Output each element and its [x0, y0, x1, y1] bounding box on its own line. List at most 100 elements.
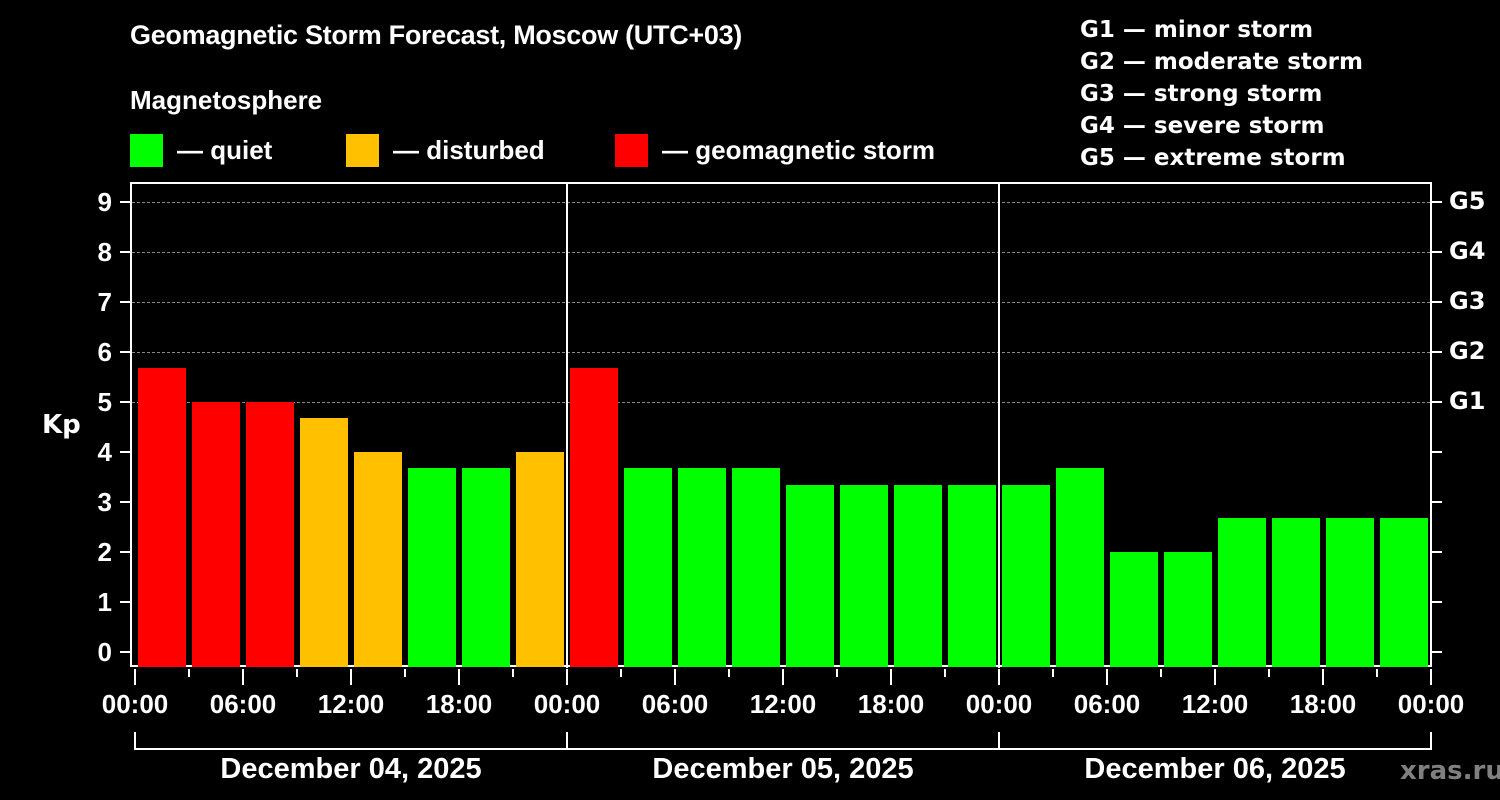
y-tick-label: 1	[97, 587, 112, 617]
x-tick-label: 00:00	[533, 689, 601, 719]
y-tick-right	[1432, 601, 1442, 603]
kp-bar	[1056, 468, 1104, 667]
x-tick	[1052, 669, 1054, 677]
quiet-swatch-icon	[130, 133, 163, 167]
x-tick	[1160, 669, 1162, 677]
kp-bar	[786, 485, 834, 667]
kp-bar	[1326, 518, 1374, 667]
date-bracket	[134, 732, 568, 750]
y-tick	[120, 251, 130, 253]
legend-quiet: — quiet	[130, 133, 272, 167]
x-tick	[1376, 669, 1378, 677]
kp-bar	[246, 402, 294, 667]
kp-bar	[894, 485, 942, 667]
y-tick	[120, 401, 130, 403]
y-tick	[120, 451, 130, 453]
x-tick	[188, 669, 190, 677]
g-scale-label: G4	[1449, 237, 1486, 265]
x-tick-label: 18:00	[857, 689, 925, 719]
gridline	[132, 252, 1430, 253]
x-tick	[1430, 669, 1432, 685]
x-tick	[134, 669, 136, 685]
x-tick	[620, 669, 622, 677]
x-tick	[1268, 669, 1270, 677]
kp-bar	[840, 485, 888, 667]
legend-quiet-label: — quiet	[177, 134, 273, 165]
x-tick	[350, 669, 352, 685]
y-tick-label: 5	[97, 387, 112, 417]
x-tick	[566, 669, 568, 685]
kp-bar	[1380, 518, 1428, 667]
x-tick-label: 18:00	[1289, 689, 1357, 719]
g-scale-label: G2	[1449, 337, 1486, 365]
x-tick	[890, 669, 892, 685]
kp-bar	[570, 368, 618, 667]
y-axis-label: Kp	[42, 410, 81, 440]
plot-area	[130, 182, 1432, 667]
day-divider	[998, 182, 1000, 668]
x-tick-label: 06:00	[1073, 689, 1141, 719]
x-tick-label: 00:00	[965, 689, 1033, 719]
y-tick	[120, 501, 130, 503]
g-scale-label: G1	[1449, 387, 1486, 415]
y-tick	[120, 351, 130, 353]
g-scale-label: G3	[1449, 287, 1486, 315]
disturbed-swatch-icon	[346, 133, 379, 167]
x-tick	[782, 669, 784, 685]
y-tick-right	[1432, 651, 1442, 653]
x-tick	[836, 669, 838, 677]
legend-storm-label: — geomagnetic storm	[662, 134, 936, 165]
kp-bar	[948, 485, 996, 667]
y-tick-right	[1432, 251, 1442, 253]
y-tick-right	[1432, 501, 1442, 503]
x-tick	[512, 669, 514, 677]
x-tick	[242, 669, 244, 685]
y-tick-label: 7	[97, 287, 112, 317]
x-tick-label: 12:00	[749, 689, 817, 719]
x-tick	[296, 669, 298, 677]
gridline	[132, 352, 1430, 353]
y-tick-label: 3	[97, 487, 112, 517]
y-tick-label: 0	[97, 637, 112, 667]
legend-storm: — geomagnetic storm	[615, 133, 935, 167]
legend-disturbed: — disturbed	[346, 133, 545, 167]
x-tick	[404, 669, 406, 677]
x-tick	[1106, 669, 1108, 685]
legend-disturbed-label: — disturbed	[393, 134, 545, 165]
date-label: December 06, 2025	[1084, 753, 1346, 785]
chart-title: Geomagnetic Storm Forecast, Moscow (UTC+…	[130, 20, 742, 50]
x-tick	[728, 669, 730, 677]
x-tick-label: 12:00	[1181, 689, 1249, 719]
y-tick	[120, 551, 130, 553]
y-tick-label: 4	[97, 437, 112, 467]
x-tick	[1322, 669, 1324, 685]
g1-legend: G1 — minor storm	[1080, 17, 1314, 43]
y-tick-label: 9	[97, 187, 112, 217]
storm-swatch-icon	[615, 133, 648, 167]
gridline	[132, 302, 1430, 303]
y-tick-right	[1432, 351, 1442, 353]
kp-bar	[732, 468, 780, 667]
kp-bar	[1110, 552, 1158, 667]
kp-bar	[678, 468, 726, 667]
day-divider	[566, 182, 568, 668]
gridline	[132, 402, 1430, 403]
gridline	[132, 202, 1430, 203]
kp-bar	[516, 452, 564, 667]
g-scale-label: G5	[1449, 187, 1486, 215]
x-tick-label: 18:00	[425, 689, 493, 719]
y-tick-label: 8	[97, 237, 112, 267]
kp-bar	[138, 368, 186, 667]
kp-bar	[192, 402, 240, 667]
y-tick-right	[1432, 401, 1442, 403]
x-tick	[944, 669, 946, 677]
g2-legend: G2 — moderate storm	[1080, 49, 1363, 75]
kp-bar	[300, 418, 348, 667]
watermark: xras.ru	[1400, 756, 1500, 786]
kp-bar	[1164, 552, 1212, 667]
y-tick-right	[1432, 551, 1442, 553]
y-tick-label: 2	[97, 537, 112, 567]
y-tick	[120, 601, 130, 603]
kp-bar	[1272, 518, 1320, 667]
g4-legend: G4 — severe storm	[1080, 113, 1325, 139]
